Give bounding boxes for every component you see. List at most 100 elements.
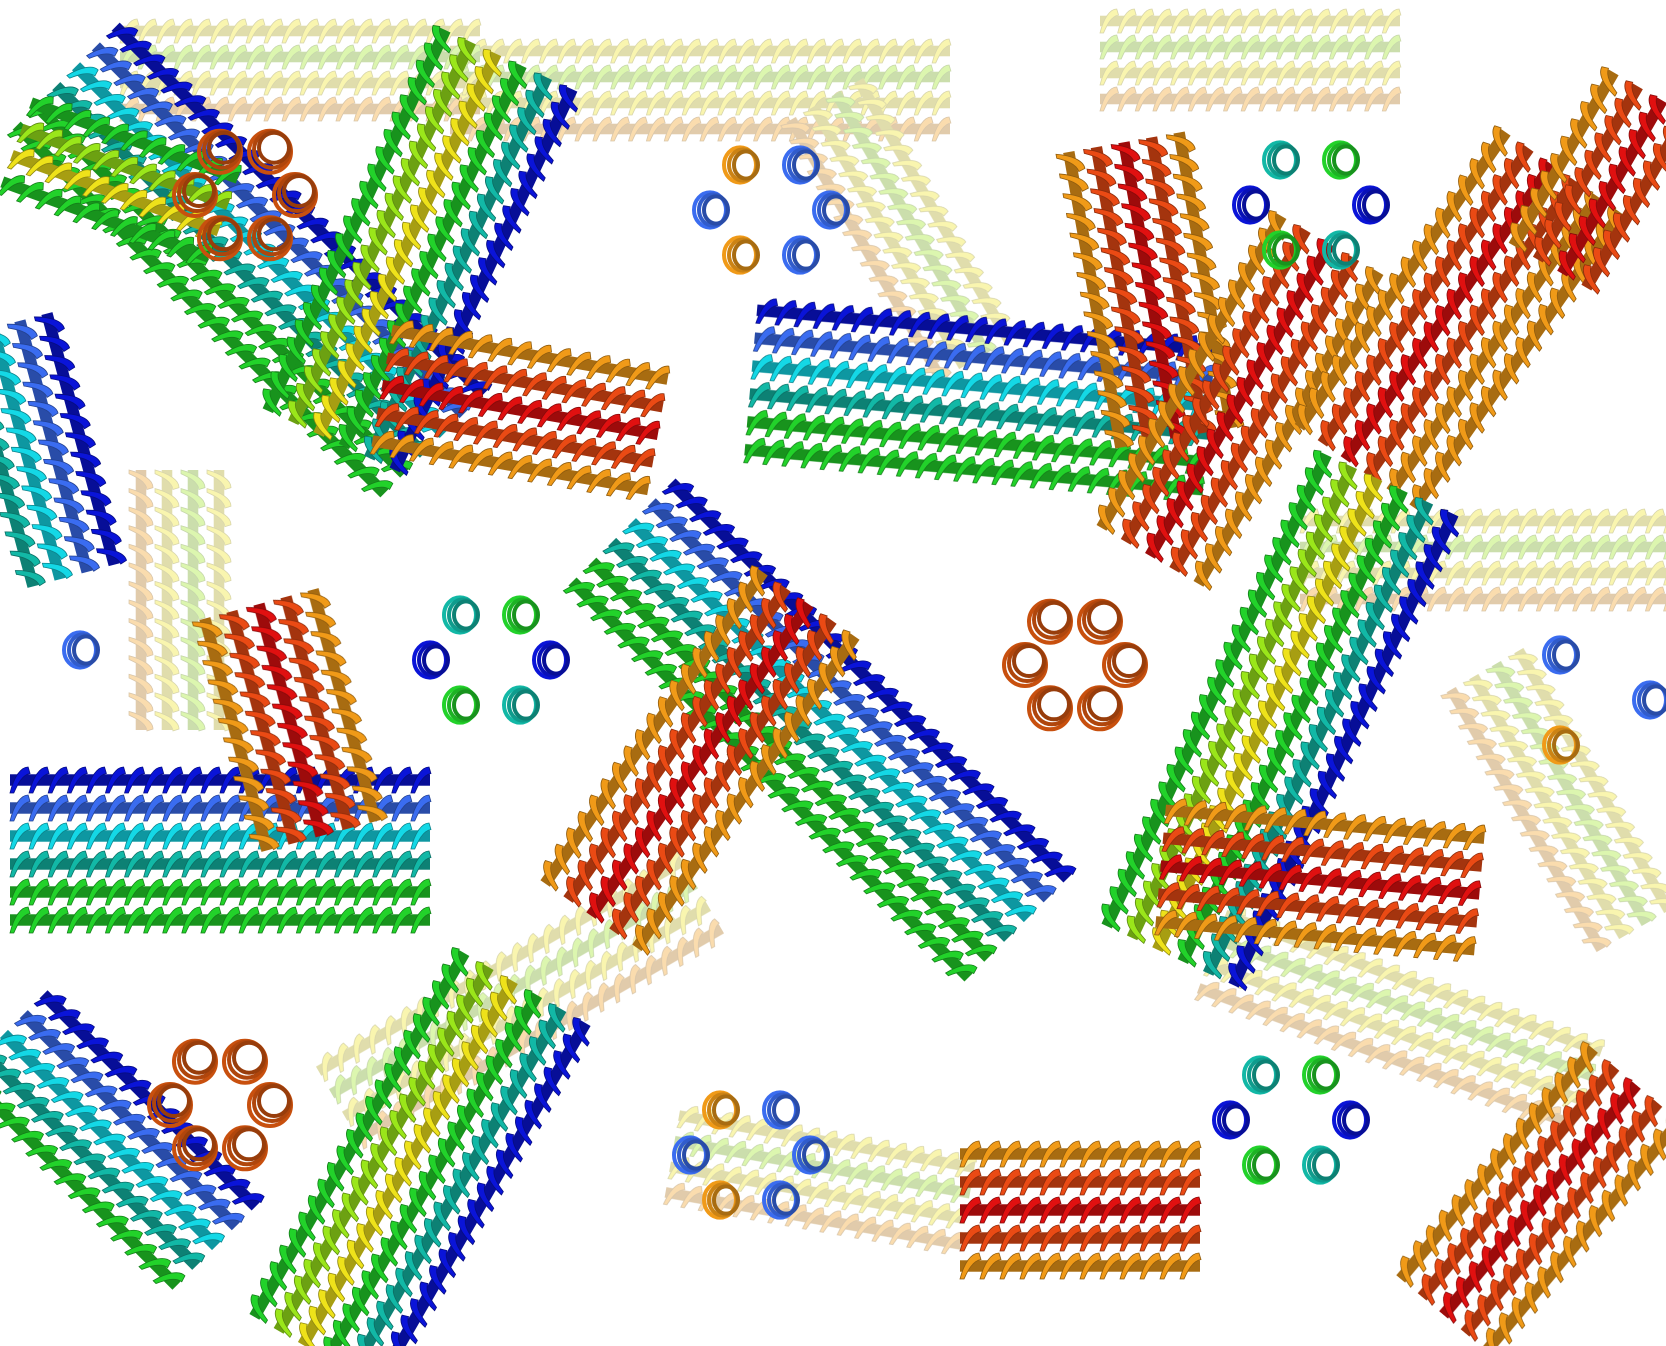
helix-end-view — [442, 595, 480, 635]
helix-end-view — [1242, 1055, 1280, 1095]
bundle-helix — [370, 1017, 591, 1346]
helix-end-view — [532, 640, 570, 680]
helix-bundle — [0, 96, 242, 265]
helix-end-view — [762, 1090, 800, 1130]
bundle-helix — [389, 84, 578, 477]
bundle-helix — [1156, 882, 1480, 934]
bundle-helix — [1083, 146, 1162, 444]
helix-end-view — [1212, 1100, 1250, 1140]
bundle-helix — [1482, 1117, 1666, 1346]
helix-end-view — [782, 145, 820, 185]
bundle-helix — [9, 822, 432, 850]
helix-bundle — [191, 588, 388, 852]
helix-end-view — [762, 1180, 800, 1220]
bundle-helix — [1154, 910, 1477, 962]
bundle-helix — [1396, 1041, 1598, 1288]
helix-bundle — [369, 320, 671, 500]
helix-end-view — [1352, 185, 1390, 225]
trimer-helix-ring — [1002, 598, 1148, 732]
helix-end-view — [1302, 1145, 1340, 1185]
bundle-helix — [449, 38, 952, 64]
helix-end-view — [1542, 635, 1580, 675]
bundle-helix — [9, 850, 432, 878]
bundle-helix — [322, 989, 543, 1346]
bundle-helix — [287, 36, 477, 429]
faded-background-layer — [119, 8, 1666, 1255]
bundle-helix — [959, 1252, 1202, 1280]
bundle-helix — [1462, 673, 1635, 940]
bundle-helix — [667, 1157, 968, 1229]
helix-bundle — [1154, 798, 1487, 962]
bundle-helix — [1317, 141, 1534, 452]
bundle-helix — [1099, 8, 1402, 34]
bundle-helix — [0, 1029, 226, 1251]
helix-end-view — [62, 630, 100, 670]
bundle-helix — [1169, 252, 1360, 578]
helix-end-view — [1302, 1055, 1340, 1095]
helix-rings-layer — [62, 128, 1666, 1220]
ghost-helix-bundle — [1099, 8, 1402, 112]
bundle-helix — [609, 613, 837, 940]
bundle-helix — [389, 320, 671, 390]
helix-end-view — [722, 145, 760, 185]
bundle-helix — [249, 947, 470, 1325]
bundle-helix — [1145, 238, 1335, 564]
bundle-helix — [1158, 854, 1482, 906]
bundle-helix — [154, 469, 180, 732]
helix-end-view — [502, 595, 540, 635]
bundle-helix — [1460, 1095, 1663, 1342]
bundle-helix — [1294, 125, 1511, 436]
helix-end-view — [782, 235, 820, 275]
bundle-helix — [1532, 80, 1643, 267]
bundle-helix — [369, 430, 651, 500]
bundle-helix — [563, 581, 791, 908]
helix-bundle — [959, 1140, 1202, 1280]
bundle-helix — [297, 975, 518, 1346]
bundle-helix — [1581, 111, 1666, 295]
bundle-helix — [313, 48, 502, 441]
bundle-helix — [119, 18, 482, 44]
ghost-helix-bundle — [128, 469, 232, 732]
helix-end-view — [1332, 1100, 1370, 1140]
helix-end-view — [1322, 140, 1360, 180]
bundle-helix — [1096, 210, 1287, 536]
bundle-helix — [540, 565, 768, 892]
helix-bundle — [1101, 449, 1460, 992]
helix-bundle — [1508, 66, 1666, 295]
bundle-helix — [299, 588, 388, 823]
helix-end-view — [692, 190, 730, 230]
bundle-helix — [0, 333, 46, 588]
bundle-helix — [0, 175, 213, 265]
helix-end-view — [812, 190, 850, 230]
bundle-helix — [13, 1010, 245, 1231]
bundle-helix — [273, 961, 494, 1339]
bundle-helix — [1485, 660, 1657, 927]
bundle-helix — [661, 478, 1077, 883]
bundle-helix — [1557, 94, 1666, 281]
helix-end-view — [1242, 1145, 1280, 1185]
bundle-helix — [1507, 647, 1666, 914]
helix-bundle — [0, 312, 127, 588]
ghost-helix-bundle — [119, 18, 482, 122]
bundle-helix — [1417, 1059, 1620, 1306]
bundle-helix — [602, 537, 1018, 942]
helix-end-view — [672, 1135, 710, 1175]
bundle-helix — [272, 595, 361, 831]
helix-end-view — [702, 1180, 740, 1220]
bundle-helix — [374, 403, 656, 473]
trimer-helix-ring — [172, 128, 318, 262]
bundle-helix — [1228, 508, 1460, 992]
bundle-helix — [379, 375, 661, 445]
helix-bundle — [1096, 210, 1384, 592]
bundle-helix — [1508, 66, 1619, 253]
bundle-helix — [959, 1168, 1202, 1196]
bundle-helix — [384, 348, 666, 418]
bundle-helix — [1110, 141, 1190, 439]
bundle-helix — [1439, 1077, 1641, 1324]
bundle-helix — [1340, 157, 1557, 468]
helix-end-view — [442, 685, 480, 725]
helix-end-view — [1322, 230, 1360, 270]
bundle-helix — [262, 25, 452, 417]
helix-end-view — [502, 685, 540, 725]
